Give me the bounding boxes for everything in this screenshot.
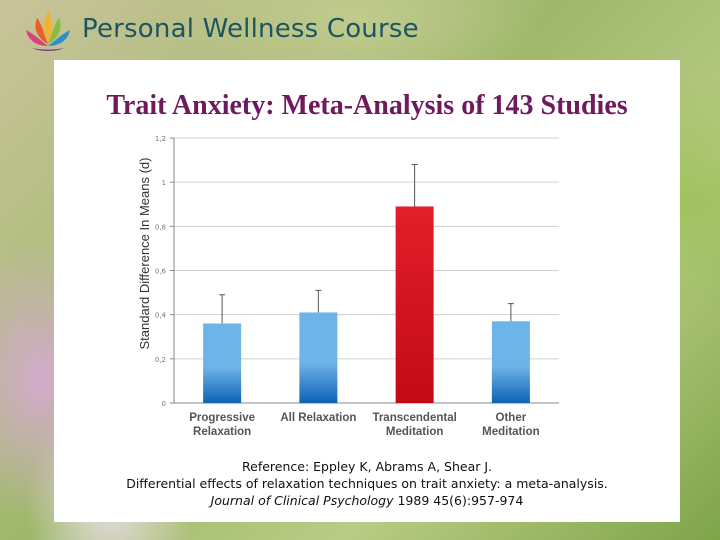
x-tick-label: Relaxation	[193, 426, 251, 438]
y-tick-label: 0,4	[155, 312, 167, 320]
slide-panel: Trait Anxiety: Meta-Analysis of 143 Stud…	[54, 60, 680, 522]
reference-block: Reference: Eppley K, Abrams A, Shear J. …	[54, 458, 680, 509]
brand-name: Personal Wellness Course	[82, 14, 419, 44]
y-axis-label: Standard Difference In Means (d)	[137, 158, 152, 350]
x-tick-label: Meditation	[386, 426, 444, 438]
bar	[491, 321, 530, 403]
x-tick-label: Other	[496, 412, 527, 424]
reference-citation: 1989 45(6):957-974	[397, 493, 524, 508]
reference-journal: Journal of Clinical Psychology	[210, 493, 394, 508]
x-tick-label: Transcendental	[372, 412, 456, 424]
bar-chart: 0 0,2 0,4 0,6 0,8 1 1,2 Standard Difference In …	[137, 135, 559, 438]
x-tick-label: All Relaxation	[280, 412, 356, 424]
y-tick-label: 1,2	[155, 135, 166, 143]
bar	[299, 312, 338, 403]
reference-article-title: Differential effects of relaxation techn…	[126, 476, 608, 491]
bar	[203, 323, 242, 403]
x-tick-label: Meditation	[482, 426, 540, 438]
y-tick-label: 0,2	[155, 356, 166, 364]
y-tick-label: 1	[162, 179, 166, 187]
header: Personal Wellness Course	[0, 0, 720, 66]
x-tick-label: Progressive	[189, 412, 255, 424]
reference-authors: Reference: Eppley K, Abrams A, Shear J.	[242, 459, 492, 474]
y-tick-label: 0,8	[155, 223, 166, 231]
slide-title: Trait Anxiety: Meta-Analysis of 143 Stud…	[106, 90, 628, 121]
bar	[395, 206, 434, 403]
y-tick-label: 0,6	[155, 268, 167, 276]
y-tick-label: 0	[162, 400, 166, 408]
reference-source: Journal of Clinical Psychology 1989 45(6…	[54, 492, 680, 509]
lotus-icon	[26, 10, 70, 51]
